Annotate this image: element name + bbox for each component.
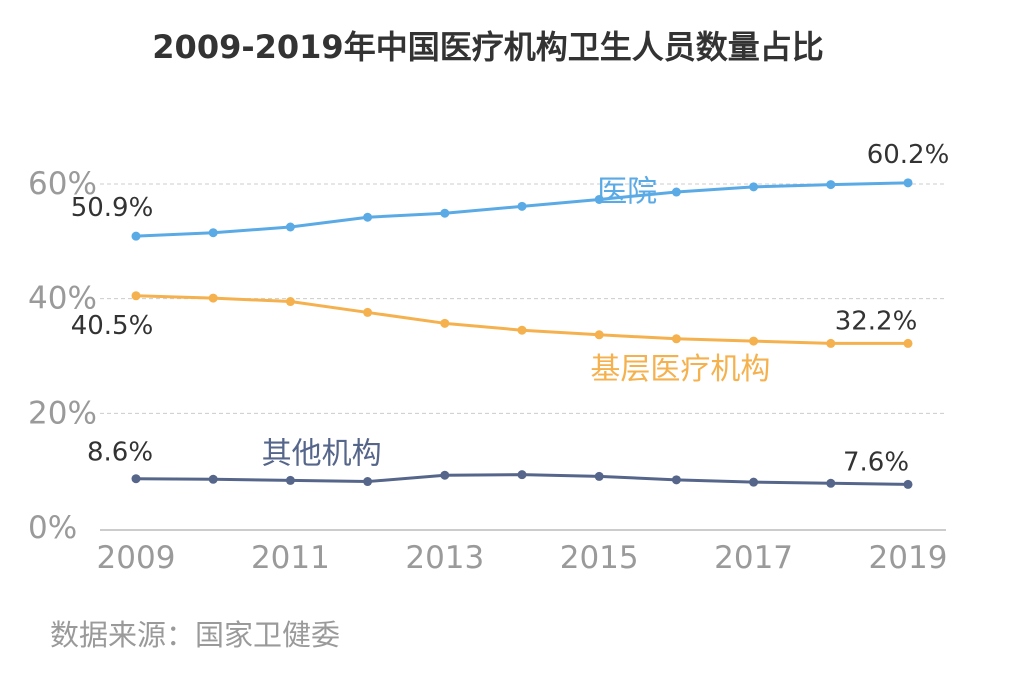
data-point: [671, 187, 681, 197]
series-label: 医院: [597, 174, 657, 209]
data-point: [440, 470, 450, 480]
data-point: [131, 474, 141, 484]
x-tick-label: 2017: [714, 540, 793, 576]
data-point: [517, 470, 527, 480]
data-point: [208, 293, 218, 303]
chart-title: 2009-2019年中国医疗机构卫生人员数量占比: [152, 28, 824, 66]
data-label: 8.6%: [87, 438, 153, 468]
x-tick-label: 2015: [560, 540, 639, 576]
data-point: [363, 212, 373, 222]
data-point: [826, 180, 836, 190]
data-point: [285, 475, 295, 485]
data-point: [903, 479, 913, 489]
data-point: [440, 208, 450, 218]
data-point: [594, 194, 604, 204]
x-tick-label: 2011: [251, 540, 330, 576]
data-point: [671, 475, 681, 485]
data-point: [131, 291, 141, 301]
series-label: 基层医疗机构: [590, 352, 770, 387]
x-tick-label: 2009: [97, 540, 176, 576]
data-point: [440, 318, 450, 328]
source-note: 数据来源：国家卫健委: [50, 618, 341, 652]
y-tick-label: 60%: [28, 166, 97, 202]
data-point: [749, 182, 759, 192]
data-point: [671, 334, 681, 344]
y-tick-label: 20%: [28, 395, 97, 431]
data-point: [517, 201, 527, 211]
data-point: [826, 338, 836, 348]
data-point: [826, 478, 836, 488]
x-tick-label: 2019: [869, 540, 948, 576]
data-label: 40.5%: [71, 311, 154, 341]
series-line: [135, 294, 908, 345]
y-tick-label: 40%: [28, 281, 97, 317]
data-label: 7.6%: [843, 447, 909, 477]
y-tick-label: 0%: [28, 510, 77, 546]
data-point: [517, 325, 527, 335]
data-point: [594, 330, 604, 340]
data-point: [363, 307, 373, 317]
data-point: [285, 297, 295, 307]
data-point: [208, 228, 218, 238]
data-point: [131, 231, 141, 241]
data-point: [903, 338, 913, 348]
data-point: [903, 178, 913, 188]
data-point: [749, 336, 759, 346]
data-label: 60.2%: [867, 140, 950, 170]
data-label: 50.9%: [71, 193, 154, 223]
data-point: [285, 222, 295, 232]
data-label: 32.2%: [835, 306, 918, 336]
data-point: [594, 471, 604, 481]
data-point: [749, 477, 759, 487]
data-point: [363, 477, 373, 487]
series-label: 其他机构: [262, 437, 382, 472]
data-point: [208, 474, 218, 484]
x-tick-label: 2013: [405, 540, 484, 576]
